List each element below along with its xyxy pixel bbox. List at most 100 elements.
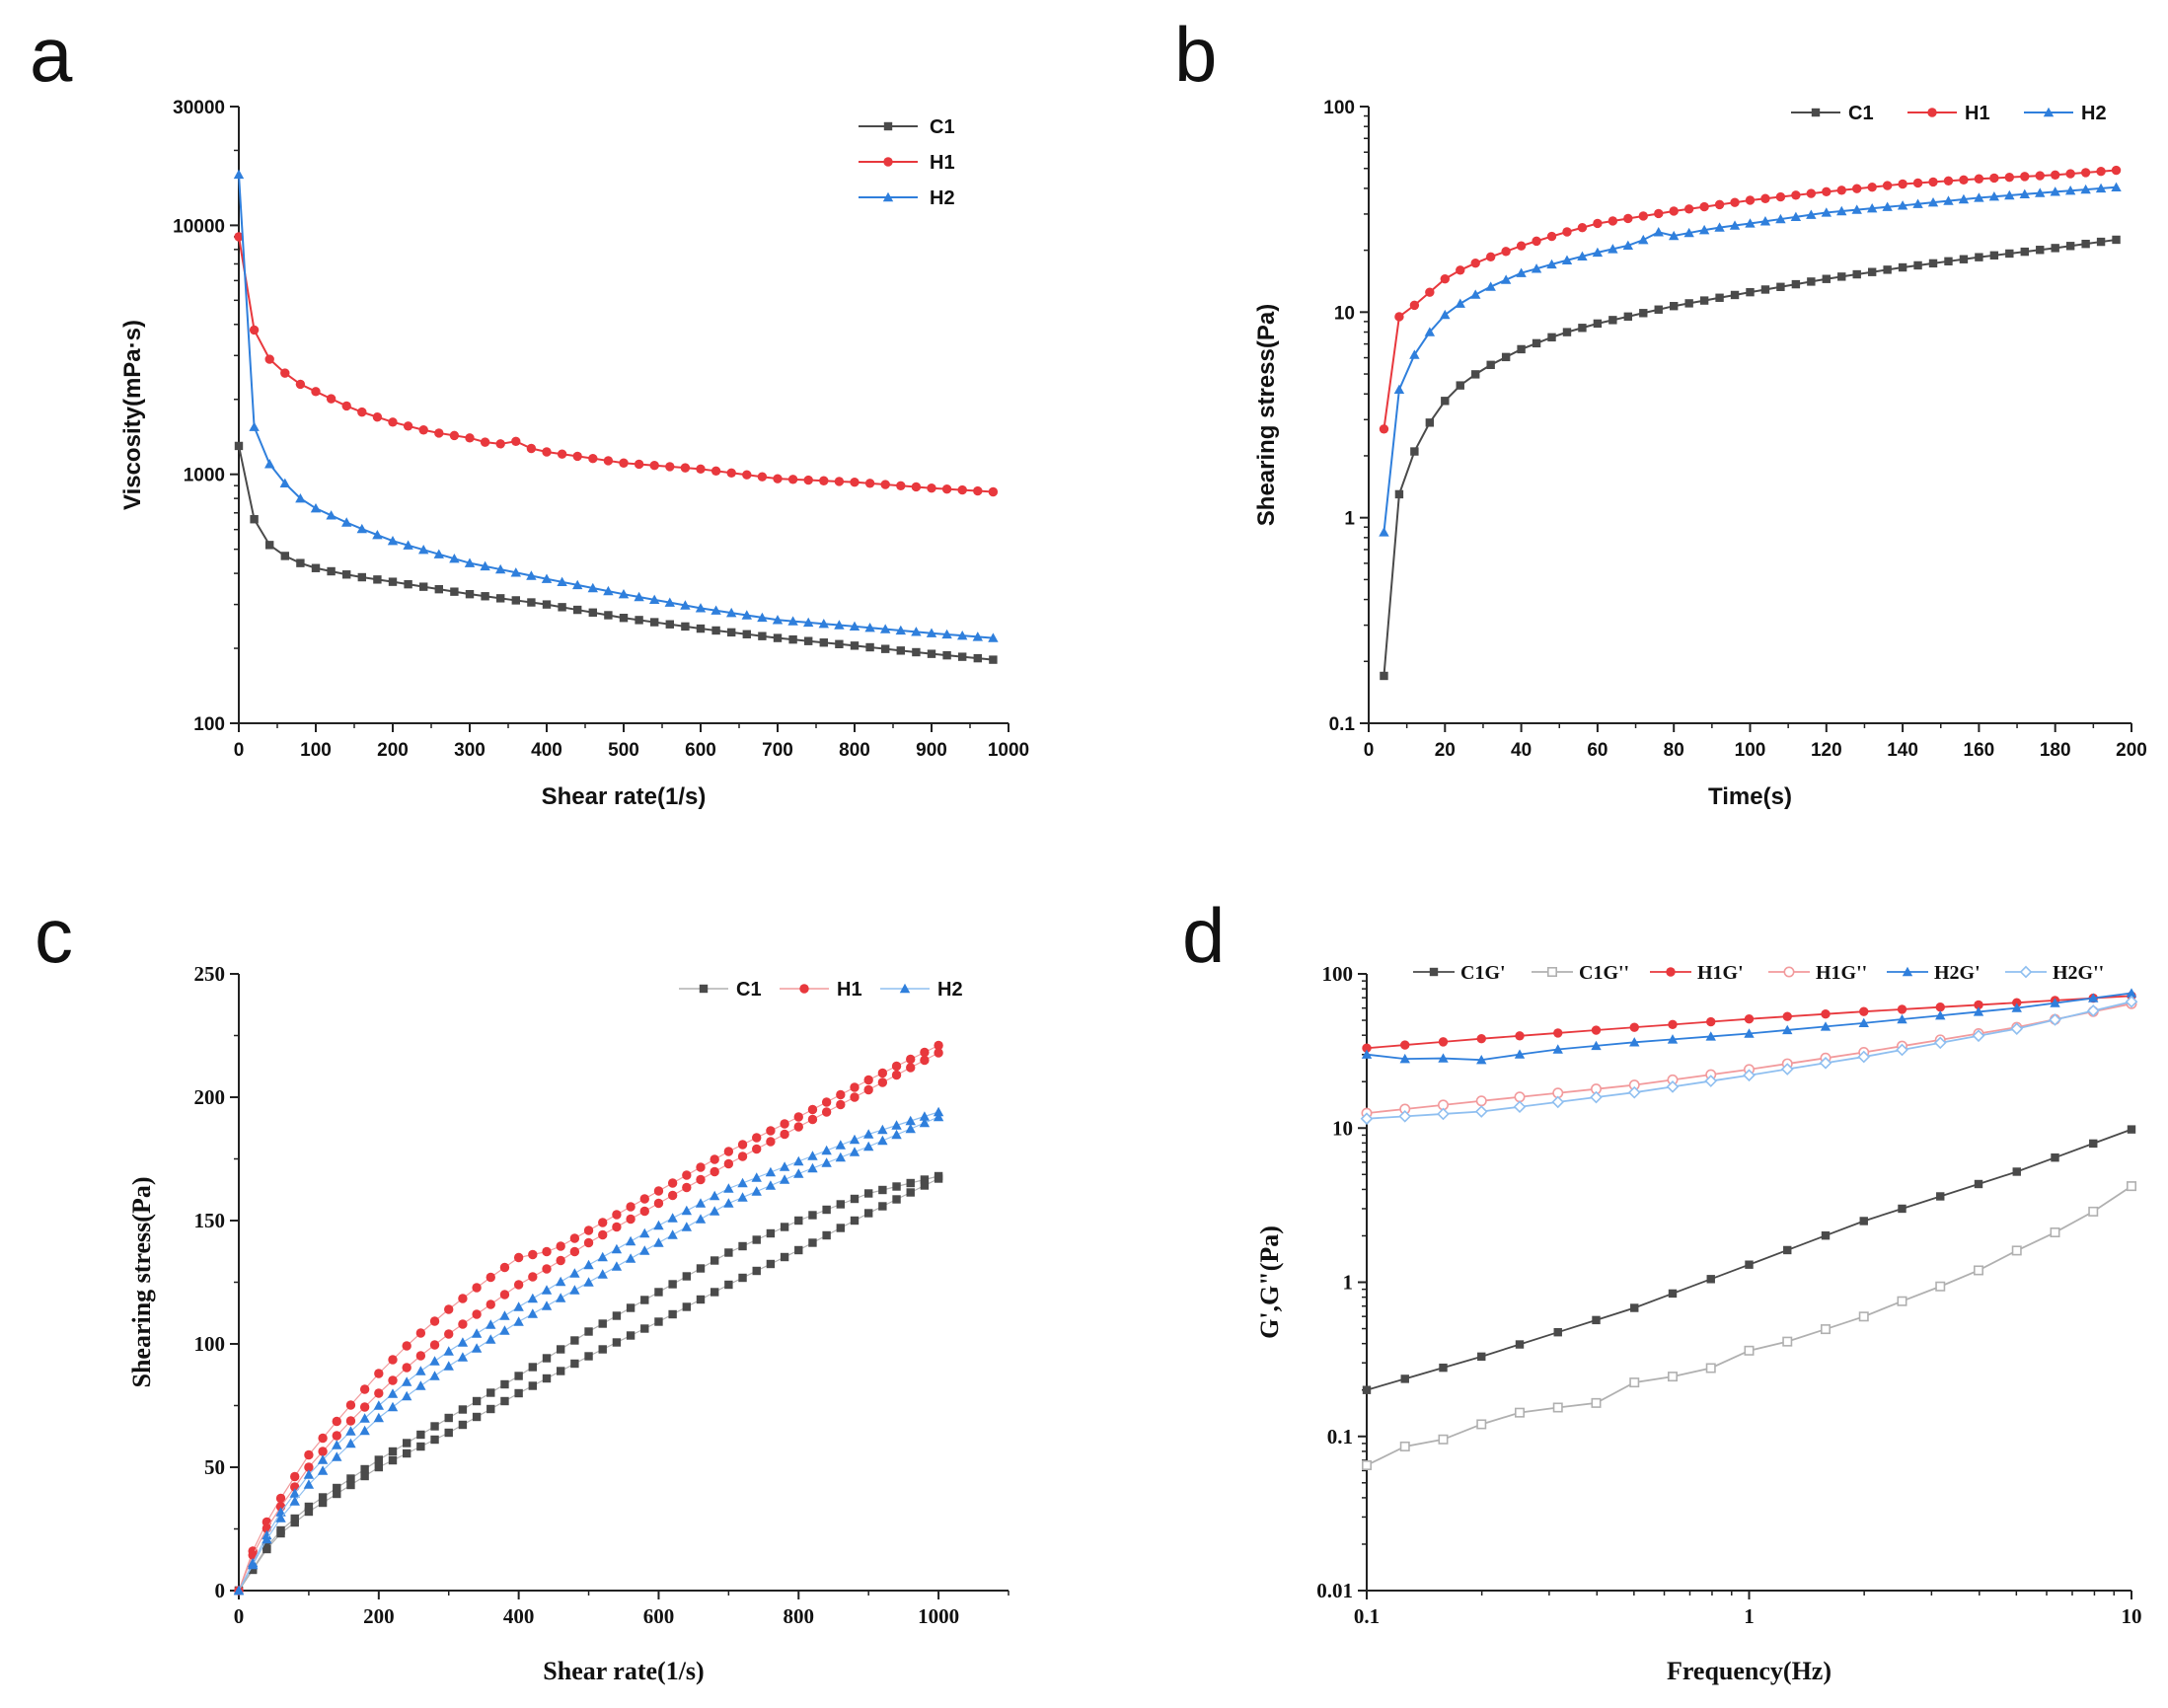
data-point-C1	[619, 614, 629, 623]
data-point-H2G''	[1627, 1085, 1641, 1099]
data-point-H2	[779, 1161, 790, 1171]
data-point-H2	[569, 1268, 580, 1278]
data-point-H2G'	[1591, 1040, 1602, 1051]
data-point-H1	[710, 1166, 719, 1177]
data-point-H2	[1592, 247, 1604, 258]
data-point-H1	[275, 1493, 286, 1504]
x-tick-label: 1000	[918, 1604, 959, 1628]
x-tick-label: 0	[234, 1604, 245, 1628]
data-point-H1	[249, 325, 260, 335]
data-point-H2	[429, 1371, 440, 1380]
data-point-H1	[388, 417, 398, 427]
data-point-H2	[2050, 186, 2060, 196]
x-tick-label: 60	[1587, 740, 1607, 761]
legend-marker-C1	[699, 984, 709, 994]
data-point-H2	[1759, 216, 1771, 226]
data-point-H2G'	[1935, 1010, 1946, 1020]
data-point-H2	[433, 549, 444, 558]
data-point-H2	[443, 1346, 454, 1356]
data-point-C1	[1501, 352, 1511, 362]
data-point-H1	[807, 1114, 818, 1125]
y-axis-label: G',G"(Pa)	[1255, 1225, 1284, 1339]
data-point-H2	[356, 523, 367, 534]
series-line-H1-down	[238, 1052, 939, 1592]
data-point-H1	[403, 421, 413, 431]
data-point-H1	[752, 1144, 762, 1154]
data-point-C1	[374, 1455, 384, 1464]
data-point-C1	[1715, 293, 1724, 302]
data-point-H1	[807, 1104, 818, 1115]
y-tick-label: 150	[194, 1209, 226, 1232]
data-point-H2G'	[1438, 1053, 1449, 1063]
data-point-H2	[664, 597, 675, 607]
data-point-H2	[1745, 218, 1756, 228]
data-point-H1	[429, 1340, 440, 1350]
data-point-C1	[942, 650, 951, 660]
data-point-H1	[465, 433, 475, 443]
data-point-H1	[557, 449, 567, 459]
data-point-H2	[249, 421, 260, 431]
x-tick-label: 10	[2122, 1604, 2142, 1628]
data-point-C1G''	[1935, 1281, 1946, 1292]
data-point-H1G'	[1438, 1037, 1449, 1047]
y-tick-label: 0.01	[1316, 1579, 1353, 1602]
data-point-H1	[556, 1241, 565, 1251]
data-point-H2	[1485, 281, 1496, 291]
data-point-C1	[665, 620, 674, 629]
data-point-H2G''	[1360, 1112, 1374, 1126]
data-point-H2	[310, 502, 322, 513]
data-point-H1	[1959, 175, 1969, 186]
x-tick-label: 80	[1664, 740, 1684, 761]
data-point-H1	[1485, 252, 1496, 262]
data-point-H2	[1943, 195, 1954, 205]
data-point-C1	[1746, 287, 1755, 297]
data-point-H2	[464, 557, 476, 567]
data-point-C1G'	[1859, 1217, 1868, 1225]
data-point-H2G'	[1782, 1024, 1793, 1035]
series-C1	[234, 1171, 943, 1596]
data-point-H1	[780, 1119, 789, 1129]
data-point-H2	[625, 1235, 636, 1246]
data-point-H1	[345, 1400, 356, 1410]
data-point-C1	[333, 1483, 341, 1493]
data-point-C1	[635, 616, 643, 625]
data-point-H1	[359, 1384, 370, 1394]
data-point-C1	[1883, 265, 1892, 274]
data-point-H1G''	[1475, 1095, 1487, 1107]
data-point-C1	[500, 1396, 509, 1406]
data-point-H2	[597, 1251, 608, 1262]
data-point-H1	[803, 475, 813, 485]
data-point-H1	[1394, 312, 1404, 322]
data-point-C1	[304, 1507, 314, 1517]
data-point-H2	[1516, 267, 1527, 277]
data-point-H2	[1607, 244, 1618, 254]
data-point-H1	[415, 1328, 426, 1338]
data-point-H2	[1821, 207, 1832, 217]
data-point-C1	[1593, 319, 1603, 329]
data-point-C1G'	[1400, 1374, 1409, 1383]
data-point-H1	[264, 354, 274, 364]
legend-label-C1: C1	[1848, 103, 1874, 124]
series-C1	[1380, 235, 2121, 681]
data-point-H1	[542, 1246, 552, 1257]
data-point-C1	[514, 1372, 523, 1380]
data-point-C1G''	[2011, 1245, 2022, 1256]
data-point-H1	[572, 451, 582, 462]
data-point-H1	[418, 425, 428, 435]
data-point-H1	[752, 1133, 762, 1143]
data-point-H2	[649, 594, 660, 605]
data-point-H1	[280, 368, 290, 378]
data-point-H2	[526, 570, 537, 580]
data-point-C1	[906, 1188, 915, 1197]
data-point-H1	[1654, 208, 1664, 219]
data-point-H1	[429, 1316, 440, 1326]
data-point-H2	[765, 1166, 777, 1177]
data-point-C1	[584, 1352, 593, 1361]
data-point-H1	[598, 1229, 608, 1240]
panel-c-flow-curve-chart: 0 200 400 600 800 1000 0 50 100 150 200 250 Shear ra…	[127, 962, 1009, 1685]
data-point-C1	[640, 1324, 649, 1333]
data-point-H2	[247, 1559, 259, 1570]
data-point-H2	[387, 536, 399, 546]
x-tick-label: 200	[363, 1604, 395, 1628]
